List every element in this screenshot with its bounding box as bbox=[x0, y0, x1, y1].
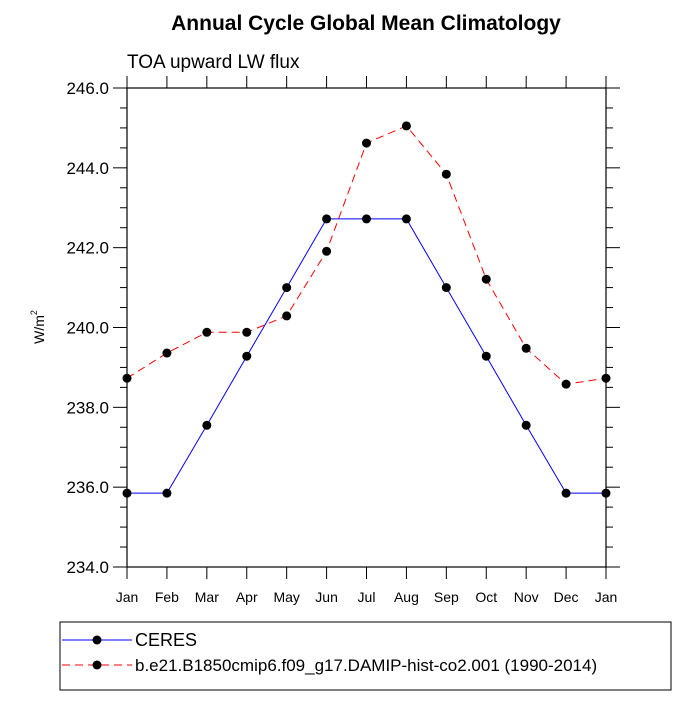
data-point bbox=[401, 121, 411, 131]
legend-label: CERES bbox=[135, 630, 197, 650]
data-point bbox=[521, 420, 531, 430]
data-point bbox=[242, 327, 252, 337]
legend-marker bbox=[92, 660, 102, 670]
data-point bbox=[162, 348, 172, 358]
x-tick-label: Apr bbox=[236, 589, 258, 605]
x-tick-label: Feb bbox=[155, 589, 179, 605]
y-tick-label: 238.0 bbox=[66, 398, 109, 417]
y-axis-label: W/m2 bbox=[29, 310, 47, 344]
y-tick-label: 236.0 bbox=[66, 478, 109, 497]
series-line-0 bbox=[127, 218, 606, 494]
y-tick-label: 242.0 bbox=[66, 239, 109, 258]
chart-title: Annual Cycle Global Mean Climatology bbox=[171, 12, 561, 35]
x-tick-label: Sep bbox=[434, 589, 459, 605]
svg-text:W/m2: W/m2 bbox=[29, 310, 47, 344]
data-point bbox=[322, 246, 332, 256]
y-tick-label: 240.0 bbox=[66, 319, 109, 338]
y-axis-label-sup: 2 bbox=[29, 310, 39, 315]
x-tick-label: Jul bbox=[358, 589, 376, 605]
data-point bbox=[441, 169, 451, 179]
data-point bbox=[162, 488, 172, 498]
x-tick-label: Oct bbox=[475, 589, 497, 605]
data-point bbox=[481, 351, 491, 361]
data-point bbox=[362, 138, 371, 148]
x-tick-label: Dec bbox=[554, 589, 579, 605]
data-point bbox=[601, 373, 611, 383]
data-point bbox=[202, 327, 212, 337]
data-point bbox=[122, 373, 132, 383]
data-point bbox=[282, 283, 292, 293]
legend-label: b.e21.B1850cmip6.f09_g17.DAMIP-hist-co2.… bbox=[135, 656, 597, 675]
legend-marker bbox=[92, 635, 102, 645]
x-tick-label: Jan bbox=[595, 589, 618, 605]
data-point bbox=[481, 274, 491, 284]
x-tick-label: Jun bbox=[315, 589, 338, 605]
data-point bbox=[322, 214, 332, 224]
data-point bbox=[401, 214, 411, 224]
x-tick-label: Jan bbox=[116, 589, 139, 605]
y-tick-label: 234.0 bbox=[66, 558, 109, 577]
x-tick-label: Nov bbox=[514, 589, 539, 605]
y-tick-label: 244.0 bbox=[66, 159, 109, 178]
data-point bbox=[122, 488, 132, 498]
legend-box bbox=[59, 621, 672, 691]
y-axis-label-text: W/m bbox=[31, 315, 47, 344]
data-point bbox=[282, 311, 292, 321]
data-point bbox=[202, 420, 212, 430]
y-tick-label: 246.0 bbox=[66, 79, 109, 98]
data-point bbox=[601, 488, 611, 498]
data-point bbox=[561, 379, 571, 389]
data-point bbox=[521, 343, 531, 353]
data-point bbox=[441, 283, 451, 293]
series-line-1 bbox=[126, 125, 607, 385]
x-tick-label: May bbox=[273, 589, 299, 605]
chart-subtitle: TOA upward LW flux bbox=[127, 52, 300, 73]
x-tick-label: Mar bbox=[195, 589, 219, 605]
x-tick-label: Aug bbox=[394, 589, 419, 605]
plot-frame bbox=[126, 87, 607, 568]
data-point bbox=[242, 351, 252, 361]
data-point bbox=[362, 214, 371, 224]
data-point bbox=[561, 488, 571, 498]
